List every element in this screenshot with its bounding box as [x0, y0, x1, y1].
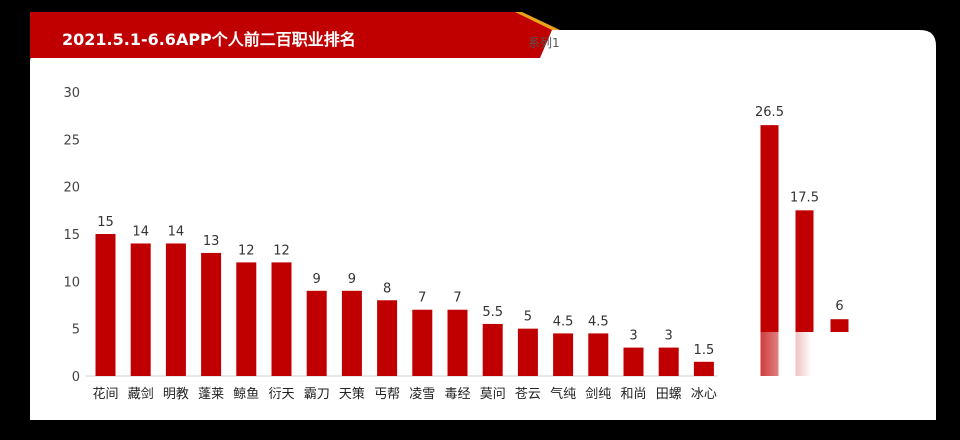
extra-bar [760, 125, 779, 376]
bar [693, 361, 714, 376]
x-tick-label: 明教 [163, 386, 189, 402]
x-tick-label: 和尚 [620, 387, 646, 402]
y-tick-label: 5 [72, 323, 80, 338]
x-tick-label: 藏剑 [128, 386, 154, 402]
bar [201, 252, 222, 376]
data-label: 1.5 [694, 343, 715, 358]
x-tick-label: 花间 [92, 386, 118, 402]
x-tick-label: 气纯 [550, 386, 576, 402]
bar [658, 347, 679, 376]
x-tick-label: 丐帮 [374, 387, 400, 402]
chart-title: 2021.5.1-6.6APP个人前二百职业排名 [62, 30, 356, 49]
data-label: 9 [313, 272, 321, 287]
x-tick-label: 苍云 [515, 387, 541, 402]
data-label: 13 [203, 234, 220, 249]
data-label: 14 [168, 224, 185, 239]
bar [447, 309, 468, 376]
extra-data-label: 26.5 [755, 105, 784, 120]
y-tick-label: 10 [63, 275, 80, 290]
bar [130, 243, 151, 376]
y-tick-label: 30 [63, 86, 80, 101]
data-label: 9 [348, 272, 356, 287]
data-label: 3 [629, 329, 637, 344]
fade-overlay [745, 332, 935, 420]
x-tick-label: 鲸鱼 [233, 386, 259, 402]
bar [482, 323, 503, 376]
x-tick-label: 田螺 [656, 387, 682, 402]
y-tick-label: 20 [63, 181, 80, 196]
x-tick-label: 衍天 [268, 387, 294, 402]
legend-label: 系列1 [528, 36, 560, 50]
y-tick-label: 15 [63, 228, 80, 243]
bar [306, 290, 327, 376]
x-tick-label: 凌雪 [409, 387, 435, 402]
x-tick-label: 冰心 [691, 387, 717, 402]
legend-swatch [515, 39, 523, 47]
bar [341, 290, 362, 376]
x-tick-label: 霸刀 [304, 387, 330, 402]
bar [588, 333, 609, 376]
data-label: 14 [132, 224, 149, 239]
data-label: 12 [273, 243, 290, 258]
bar [165, 243, 186, 376]
data-label: 5 [524, 310, 532, 325]
bar [377, 300, 398, 376]
y-axis: 0 5 10 15 20 25 30 [63, 86, 80, 385]
bar [553, 333, 574, 376]
extra-data-label: 17.5 [790, 190, 819, 205]
bars-layer: 15 花间 14 藏剑 14 明教 13 蓬莱 12 鲸鱼 12 衍天 9 霸刀 9 天策 8 丐帮 7 凌雪 7 毒经 5… [86, 215, 718, 402]
bar [412, 309, 433, 376]
data-label: 7 [418, 291, 426, 306]
bar [623, 347, 644, 376]
title-banner [30, 12, 552, 58]
x-tick-label: 天策 [339, 386, 365, 402]
data-label: 15 [97, 215, 114, 230]
data-label: 4.5 [553, 314, 574, 329]
bar [517, 328, 538, 376]
extra-data-label: 6 [835, 299, 843, 314]
x-tick-label: 莫问 [480, 387, 506, 402]
data-label: 3 [665, 329, 673, 344]
bar [95, 234, 116, 376]
data-label: 5.5 [482, 305, 503, 320]
bar [236, 262, 257, 376]
y-tick-label: 25 [63, 133, 80, 148]
x-tick-label: 毒经 [444, 387, 470, 402]
chart-card [30, 30, 936, 420]
data-label: 7 [453, 291, 461, 306]
bar [271, 262, 292, 376]
y-tick-label: 0 [72, 370, 80, 385]
data-label: 8 [383, 281, 391, 296]
x-tick-label: 蓬莱 [198, 387, 224, 402]
data-label: 12 [238, 243, 255, 258]
x-tick-label: 剑纯 [585, 386, 611, 402]
data-label: 4.5 [588, 314, 609, 329]
